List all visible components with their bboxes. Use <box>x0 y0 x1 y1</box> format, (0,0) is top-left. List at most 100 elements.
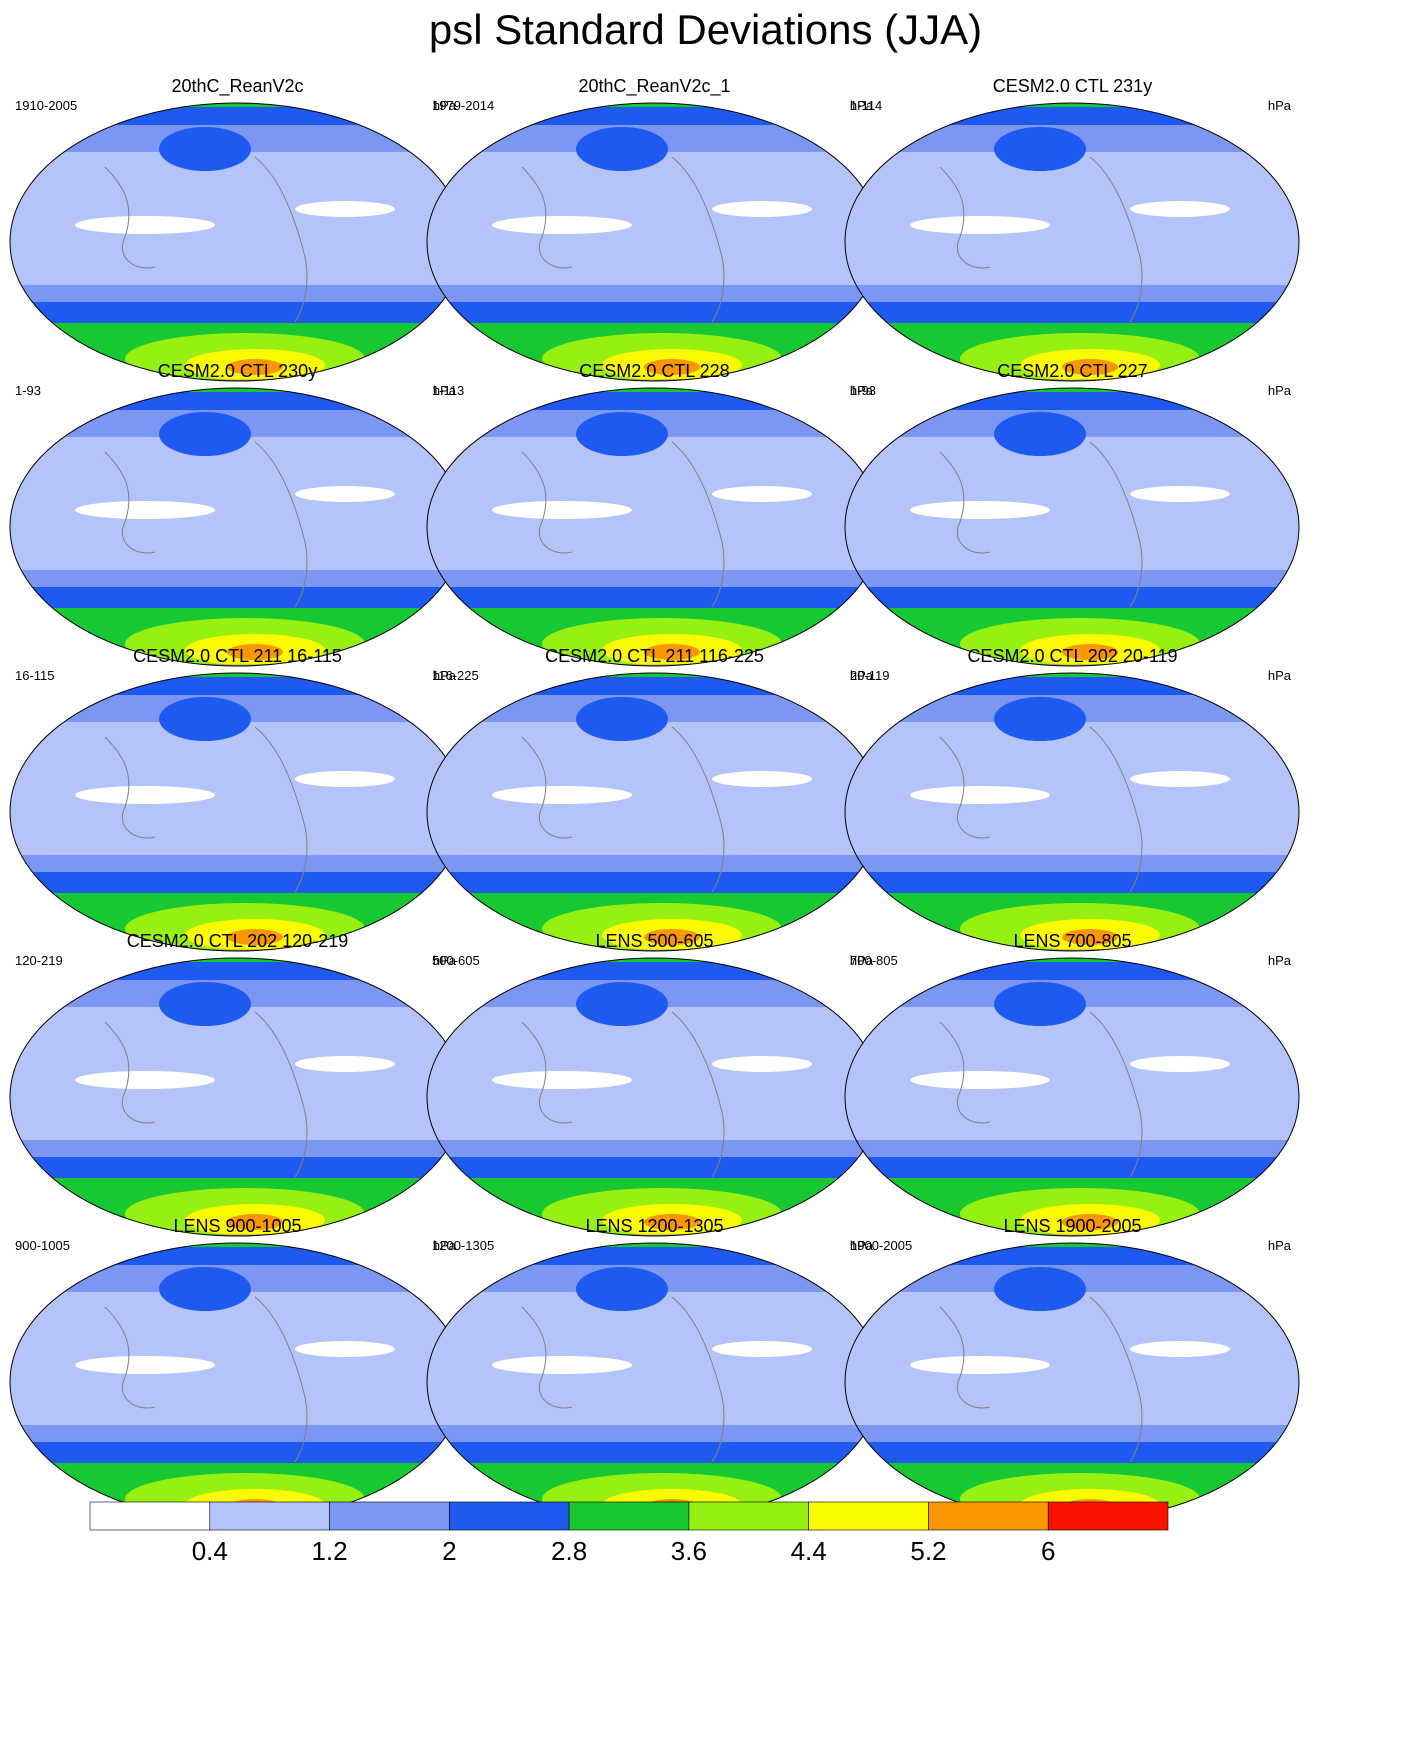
field-tropics-low <box>712 1056 812 1072</box>
coastline <box>521 166 573 269</box>
panel-title: CESM2.0 CTL 211 116-225 <box>545 646 764 666</box>
panel-title: 20thC_ReanV2c_1 <box>578 76 731 96</box>
map-projection <box>9 957 465 1237</box>
coastline <box>671 156 725 323</box>
field-band-north <box>95 1243 335 1247</box>
coastline <box>254 1011 308 1178</box>
colorbar-tick-label: 4.4 <box>791 1536 827 1566</box>
field-north-pacific-low <box>576 982 668 1026</box>
panel-title: LENS 700-805 <box>1013 931 1132 951</box>
panel-title: LENS 500-605 <box>595 931 714 951</box>
panel-title: CESM2.0 CTL 231y <box>992 76 1153 96</box>
field-tropics-low <box>295 486 395 502</box>
field-tropics-low <box>1130 1341 1230 1357</box>
panel-period: 500-605 <box>432 953 480 968</box>
field-band-north <box>95 673 335 677</box>
coastline <box>104 451 156 554</box>
field-southern-high <box>1062 644 1118 660</box>
panel-title: CESM2.0 CTL 228 <box>579 361 730 381</box>
field-tropics-low <box>492 216 632 234</box>
coastline <box>671 441 725 608</box>
coastline <box>104 736 156 839</box>
coastline <box>104 1021 156 1124</box>
field-tropics-low <box>712 771 812 787</box>
field-southern-high <box>644 929 700 945</box>
field-north-pacific-low <box>994 1267 1086 1311</box>
field-tropics-low <box>492 1071 632 1089</box>
field-band-north <box>845 103 1299 125</box>
field-north-pacific-low <box>994 982 1086 1026</box>
coastline <box>521 1306 573 1409</box>
panel-title: CESM2.0 CTL 227 <box>997 361 1148 381</box>
map-border <box>844 387 1300 667</box>
coastline <box>521 451 573 554</box>
map-panel: CESM2.0 CTL 211 16-115 16-115 hPa <box>5 645 470 955</box>
panel-title: CESM2.0 CTL 202 120-219 <box>126 931 349 951</box>
map-projection <box>844 1242 1300 1522</box>
field-band-north <box>512 388 752 392</box>
field-southern-high <box>644 644 700 660</box>
field-band-north <box>95 958 335 962</box>
field-band-north <box>95 388 335 392</box>
map-projection <box>844 387 1300 667</box>
colorbar-tick-label: 1.2 <box>311 1536 347 1566</box>
field-southern-high <box>1062 929 1118 945</box>
field-tropics-low <box>1130 486 1230 502</box>
field-band-north <box>845 958 1299 980</box>
panel-period: 1-113 <box>432 383 465 398</box>
map-projection <box>844 102 1300 382</box>
panel-title: 20thC_ReanV2c <box>171 76 304 96</box>
field-tropics-low <box>75 501 215 519</box>
panel-units: hPa <box>849 1238 873 1253</box>
field-north-pacific-low <box>576 1267 668 1311</box>
panel-period: 20-119 <box>850 668 890 683</box>
map-panel: LENS 500-605 500-605 hPa <box>422 930 887 1240</box>
panel-period: 116-225 <box>432 668 479 683</box>
field-southern-high <box>227 1499 283 1515</box>
field-north-pacific-low <box>576 697 668 741</box>
field-band-north <box>930 673 1170 677</box>
coastline <box>104 166 156 269</box>
panel-units: hPa <box>1267 953 1291 968</box>
panel-period: 900-1005 <box>15 1238 70 1253</box>
field-north-pacific-low <box>994 412 1086 456</box>
field-tropics-low <box>910 216 1050 234</box>
panel-units: hPa <box>432 98 456 113</box>
panel-title: LENS 1200-1305 <box>585 1216 724 1236</box>
field-band-north <box>427 958 881 980</box>
map-panel: LENS 1900-2005 1900-2005 hPa <box>840 1215 1305 1525</box>
field-band-north <box>930 388 1170 392</box>
field-southern-high <box>227 644 283 660</box>
field-band-north <box>10 1243 464 1265</box>
panel-units: hPa <box>849 668 873 683</box>
map-projection <box>426 957 882 1237</box>
coastline <box>1089 726 1143 893</box>
panel-period: 1-114 <box>850 98 883 113</box>
field-tropics-low <box>910 786 1050 804</box>
field-southern-high <box>1062 1499 1118 1515</box>
field-north-pacific-low <box>159 127 251 171</box>
field-band-north <box>512 1243 752 1247</box>
field-tropics-low <box>75 786 215 804</box>
coastline <box>1089 441 1143 608</box>
colorbar-tick-label: 6 <box>1041 1536 1055 1566</box>
panel-period: 1200-1305 <box>432 1238 495 1253</box>
field-tropics-low <box>295 771 395 787</box>
panel-units: hPa <box>849 383 873 398</box>
panel-period: 1-93 <box>15 383 42 398</box>
coastline <box>939 1306 991 1409</box>
panel-period: 1900-2005 <box>850 1238 913 1253</box>
panel-title: CESM2.0 CTL 202 20-119 <box>967 646 1178 666</box>
map-projection <box>9 102 465 382</box>
panel-title: CESM2.0 CTL 230y <box>157 361 318 381</box>
map-projection <box>9 1242 465 1522</box>
field-band-north <box>512 958 752 962</box>
field-band-north <box>845 1243 1299 1265</box>
field-tropics-low <box>1130 1056 1230 1072</box>
map-panel: CESM2.0 CTL 228 1-113 hPa <box>422 360 887 670</box>
field-tropics-low <box>492 501 632 519</box>
panel-units: hPa <box>432 1238 456 1253</box>
coastline <box>254 726 308 893</box>
field-tropics-low <box>1130 201 1230 217</box>
map-panel: CESM2.0 CTL 230y 1-93 hPa <box>5 360 470 670</box>
